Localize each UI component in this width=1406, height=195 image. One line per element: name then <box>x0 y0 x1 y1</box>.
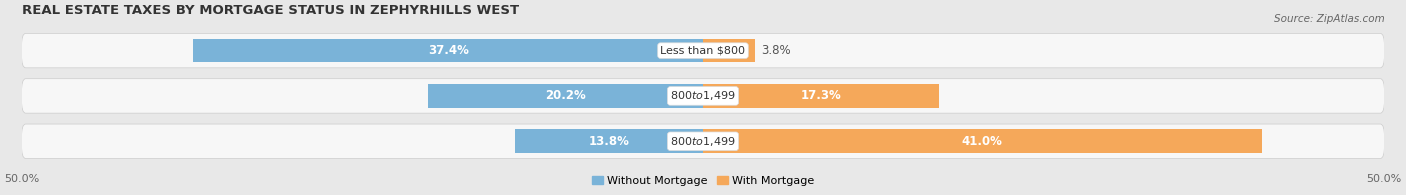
Text: 3.8%: 3.8% <box>762 44 792 57</box>
Bar <box>703 84 939 108</box>
Text: REAL ESTATE TAXES BY MORTGAGE STATUS IN ZEPHYRHILLS WEST: REAL ESTATE TAXES BY MORTGAGE STATUS IN … <box>21 4 519 17</box>
Text: 20.2%: 20.2% <box>546 90 586 102</box>
Text: 41.0%: 41.0% <box>962 135 1002 148</box>
Bar <box>194 39 703 62</box>
FancyBboxPatch shape <box>21 79 1385 113</box>
Text: $800 to $1,499: $800 to $1,499 <box>671 90 735 102</box>
Bar <box>703 39 755 62</box>
Text: 13.8%: 13.8% <box>589 135 630 148</box>
Text: 17.3%: 17.3% <box>800 90 841 102</box>
Text: 37.4%: 37.4% <box>427 44 468 57</box>
Text: $800 to $1,499: $800 to $1,499 <box>671 135 735 148</box>
FancyBboxPatch shape <box>21 124 1385 159</box>
Legend: Without Mortgage, With Mortgage: Without Mortgage, With Mortgage <box>588 171 818 190</box>
Text: Source: ZipAtlas.com: Source: ZipAtlas.com <box>1274 14 1385 24</box>
Text: Less than $800: Less than $800 <box>661 46 745 56</box>
Bar <box>703 129 1261 153</box>
Bar <box>515 129 703 153</box>
FancyBboxPatch shape <box>21 33 1385 68</box>
Bar <box>427 84 703 108</box>
